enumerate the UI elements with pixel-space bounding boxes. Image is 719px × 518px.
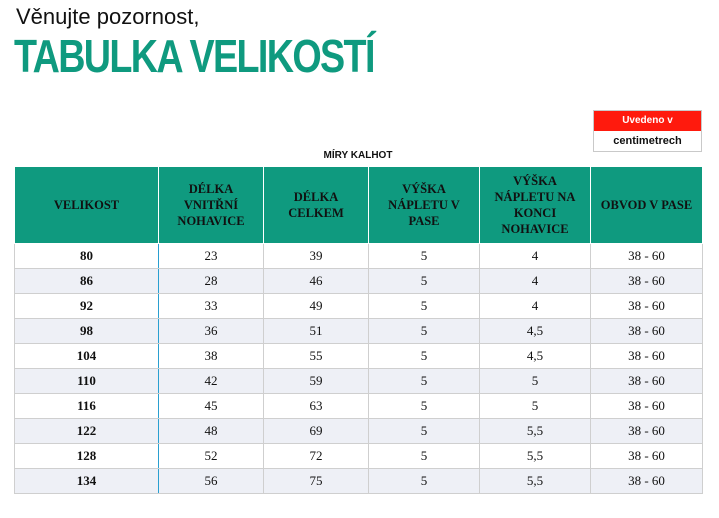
cell-cuff-height: 4,5	[479, 343, 591, 369]
cell-total-length: 39	[263, 243, 369, 269]
cell-size: 110	[14, 368, 159, 394]
cell-size: 86	[14, 268, 159, 294]
cell-cuff-height: 5,5	[479, 468, 591, 494]
cell-waist-circumference: 38 - 60	[590, 418, 703, 444]
cell-waist-circumference: 38 - 60	[590, 343, 703, 369]
cell-waistband-height: 5	[368, 268, 480, 294]
cell-inseam: 42	[158, 368, 264, 394]
cell-waistband-height: 5	[368, 243, 480, 269]
cell-size: 116	[14, 393, 159, 419]
cell-waist-circumference: 38 - 60	[590, 443, 703, 469]
column-header-total-length: DÉLKA CELKEM	[263, 166, 369, 244]
cell-size: 134	[14, 468, 159, 494]
table-row: 104 38 55 5 4,5 38 - 60	[14, 343, 703, 369]
cell-cuff-height: 5	[479, 393, 591, 419]
cell-waist-circumference: 38 - 60	[590, 243, 703, 269]
cell-total-length: 49	[263, 293, 369, 319]
table-row: 122 48 69 5 5,5 38 - 60	[14, 418, 703, 444]
cell-size: 98	[14, 318, 159, 344]
units-value: centimetrech	[594, 131, 701, 151]
cell-inseam: 28	[158, 268, 264, 294]
cell-size: 104	[14, 343, 159, 369]
cell-total-length: 46	[263, 268, 369, 294]
cell-inseam: 33	[158, 293, 264, 319]
table-row: 86 28 46 5 4 38 - 60	[14, 268, 703, 294]
column-header-cuff-height: VÝŠKA NÁPLETU NA KONCI NOHAVICE	[479, 166, 591, 244]
cell-cuff-height: 5,5	[479, 418, 591, 444]
table-row: 98 36 51 5 4,5 38 - 60	[14, 318, 703, 344]
table-row: 110 42 59 5 5 38 - 60	[14, 368, 703, 394]
cell-inseam: 36	[158, 318, 264, 344]
cell-cuff-height: 4	[479, 268, 591, 294]
intro-text: Věnujte pozornost,	[16, 4, 200, 29]
units-label: Uvedeno v	[594, 111, 701, 131]
page-title: TABULKA VELIKOSTÍ	[14, 30, 375, 82]
cell-cuff-height: 4	[479, 243, 591, 269]
cell-total-length: 51	[263, 318, 369, 344]
table-caption: MÍRY KALHOT	[323, 150, 393, 161]
column-header-size: VELIKOST	[14, 166, 159, 244]
cell-waistband-height: 5	[368, 393, 480, 419]
cell-waist-circumference: 38 - 60	[590, 468, 703, 494]
cell-waist-circumference: 38 - 60	[590, 393, 703, 419]
cell-waistband-height: 5	[368, 443, 480, 469]
column-header-waist-circumference: OBVOD V PASE	[590, 166, 703, 244]
cell-waist-circumference: 38 - 60	[590, 368, 703, 394]
cell-cuff-height: 4	[479, 293, 591, 319]
cell-total-length: 72	[263, 443, 369, 469]
cell-cuff-height: 5	[479, 368, 591, 394]
table-header-row: VELIKOST DÉLKA VNITŘNÍ NOHAVICE DÉLKA CE…	[14, 166, 703, 244]
cell-cuff-height: 5,5	[479, 443, 591, 469]
table-row: 116 45 63 5 5 38 - 60	[14, 393, 703, 419]
units-badge: Uvedeno v centimetrech	[593, 110, 702, 152]
cell-total-length: 63	[263, 393, 369, 419]
cell-waistband-height: 5	[368, 293, 480, 319]
cell-waist-circumference: 38 - 60	[590, 318, 703, 344]
cell-waist-circumference: 38 - 60	[590, 268, 703, 294]
cell-inseam: 45	[158, 393, 264, 419]
table-row: 92 33 49 5 4 38 - 60	[14, 293, 703, 319]
cell-waistband-height: 5	[368, 318, 480, 344]
cell-size: 92	[14, 293, 159, 319]
table-row: 128 52 72 5 5,5 38 - 60	[14, 443, 703, 469]
cell-inseam: 56	[158, 468, 264, 494]
cell-waistband-height: 5	[368, 468, 480, 494]
table-row: 134 56 75 5 5,5 38 - 60	[14, 468, 703, 494]
cell-cuff-height: 4,5	[479, 318, 591, 344]
cell-total-length: 59	[263, 368, 369, 394]
column-header-inseam: DÉLKA VNITŘNÍ NOHAVICE	[158, 166, 264, 244]
cell-inseam: 48	[158, 418, 264, 444]
cell-waist-circumference: 38 - 60	[590, 293, 703, 319]
cell-total-length: 55	[263, 343, 369, 369]
column-header-waistband-height: VÝŠKA NÁPLETU V PASE	[368, 166, 480, 244]
cell-waistband-height: 5	[368, 343, 480, 369]
cell-total-length: 75	[263, 468, 369, 494]
cell-total-length: 69	[263, 418, 369, 444]
cell-size: 128	[14, 443, 159, 469]
cell-inseam: 38	[158, 343, 264, 369]
cell-inseam: 52	[158, 443, 264, 469]
cell-inseam: 23	[158, 243, 264, 269]
table-row: 80 23 39 5 4 38 - 60	[14, 243, 703, 269]
cell-waistband-height: 5	[368, 368, 480, 394]
cell-size: 80	[14, 243, 159, 269]
cell-waistband-height: 5	[368, 418, 480, 444]
table-body: 80 23 39 5 4 38 - 60 86 28 46 5 4 38 - 60 92 33 49 5 4 38…	[14, 243, 703, 494]
size-table: VELIKOST DÉLKA VNITŘNÍ NOHAVICE DÉLKA CE…	[14, 166, 703, 494]
cell-size: 122	[14, 418, 159, 444]
